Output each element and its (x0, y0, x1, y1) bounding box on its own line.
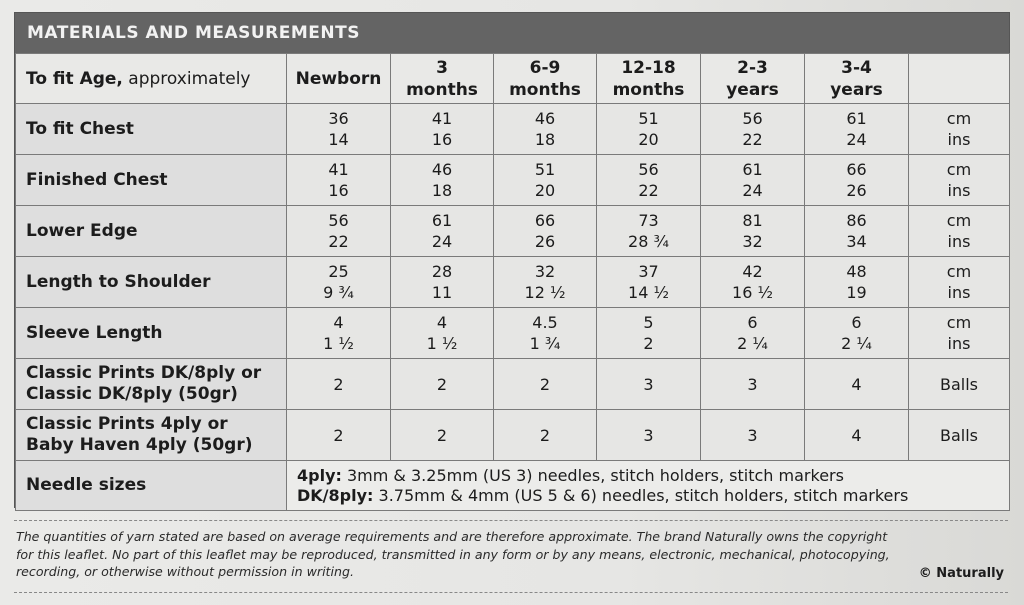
table-cell: 73 28 ¾ (596, 205, 701, 257)
table-cell: 46 18 (390, 154, 494, 206)
table-row: To fit Chest 36 14 41 16 46 18 51 20 56 22 61… (15, 103, 1010, 155)
table-cell: 56 22 (286, 205, 391, 257)
needle-sizes-row: Needle sizes 4ply: 3mm & 3.25mm (US 3) n… (15, 460, 1010, 511)
brand-copyright: © Naturally (918, 566, 1004, 581)
yarn-label: Classic Prints DK/8ply or Classic DK/8ply… (15, 358, 287, 410)
table-cell: 51 20 (596, 103, 701, 155)
unit-cell: Balls (908, 358, 1010, 410)
measurements-table: To fit Age, approximately Newborn 3 month… (15, 53, 1010, 511)
age-header-bold: To fit Age, (26, 68, 123, 89)
table-row: Lower Edge 56 22 61 24 66 26 73 28 ¾ 81 32 86… (15, 205, 1010, 257)
unit-cell: cm ins (908, 154, 1010, 206)
table-cell: 66 26 (804, 154, 909, 206)
table-cell: 28 11 (390, 256, 494, 308)
unit-cell: cm ins (908, 205, 1010, 257)
unit-cell: cm ins (908, 256, 1010, 308)
table-cell: 4 (804, 358, 909, 410)
divider-bottom (14, 592, 1008, 593)
table-cell: 61 24 (804, 103, 909, 155)
table-cell: 37 14 ½ (596, 256, 701, 308)
table-cell: 41 16 (390, 103, 494, 155)
table-cell: 66 26 (493, 205, 597, 257)
table-row: Finished Chest 41 16 46 18 51 20 56 22 61 24 … (15, 154, 1010, 206)
row-label: Finished Chest (15, 154, 287, 206)
table-cell: 3 (596, 409, 701, 461)
yarn-row: Classic Prints 4ply or Baby Haven 4ply (5… (15, 409, 1010, 461)
row-label: Length to Shoulder (15, 256, 287, 308)
size-header-6-9-months: 6-9 months (493, 53, 597, 104)
table-cell: 81 32 (700, 205, 805, 257)
unit-cell: cm ins (908, 307, 1010, 359)
table-cell: 2 (493, 358, 597, 410)
yarn-row: Classic Prints DK/8ply or Classic DK/8ply… (15, 358, 1010, 410)
table-cell: 2 (493, 409, 597, 461)
size-header-newborn: Newborn (286, 53, 391, 104)
notice-line-3: recording, or otherwise without permissi… (16, 564, 354, 579)
table-cell: 61 24 (700, 154, 805, 206)
row-label: Lower Edge (15, 205, 287, 257)
table-cell: 2 (286, 409, 391, 461)
table-cell: 41 16 (286, 154, 391, 206)
table-cell: 36 14 (286, 103, 391, 155)
notice-line-2: for this leaflet. No part of this leafle… (16, 546, 890, 562)
size-header-2-3-years: 2-3 years (700, 53, 805, 104)
section-title: MATERIALS AND MEASUREMENTS (15, 13, 1009, 53)
size-header-3-4-years: 3-4 years (804, 53, 909, 104)
notice-line-1: The quantities of yarn stated are based … (16, 529, 888, 544)
unit-header-empty (908, 53, 1010, 104)
table-row: Length to Shoulder 25 9 ¾ 28 11 32 12 ½ 37 1… (15, 256, 1010, 308)
age-header-label: To fit Age, approximately (15, 53, 287, 104)
table-cell: 2 (390, 409, 494, 461)
needle-sizes-label: Needle sizes (15, 460, 287, 511)
table-cell: 86 34 (804, 205, 909, 257)
table-cell: 46 18 (493, 103, 597, 155)
table-cell: 3 (700, 409, 805, 461)
table-cell: 51 20 (493, 154, 597, 206)
age-header-normal: approximately (122, 68, 251, 89)
yarn-label: Classic Prints 4ply or Baby Haven 4ply (5… (15, 409, 287, 461)
unit-cell: cm ins (908, 103, 1010, 155)
table-cell: 3 (596, 358, 701, 410)
materials-table-panel: MATERIALS AND MEASUREMENTS To fit Age, a… (14, 12, 1010, 511)
copyright-notice: The quantities of yarn stated are based … (16, 528, 1008, 581)
table-cell: 56 22 (596, 154, 701, 206)
table-cell: 4 (804, 409, 909, 461)
table-cell: 2 (390, 358, 494, 410)
table-cell: 25 9 ¾ (286, 256, 391, 308)
row-label: To fit Chest (15, 103, 287, 155)
size-header-12-18-months: 12-18 months (596, 53, 701, 104)
size-header-3-months: 3 months (390, 53, 494, 104)
table-cell: 32 12 ½ (493, 256, 597, 308)
needle-sizes-details: 4ply: 3mm & 3.25mm (US 3) needles, stitc… (286, 460, 1010, 511)
table-cell: 56 22 (700, 103, 805, 155)
table-cell: 61 24 (390, 205, 494, 257)
row-label: Sleeve Length (15, 307, 287, 359)
size-header-row: To fit Age, approximately Newborn 3 month… (15, 53, 1010, 104)
table-cell: 48 19 (804, 256, 909, 308)
unit-cell: Balls (908, 409, 1010, 461)
table-cell: 3 (700, 358, 805, 410)
table-cell: 4.5 1 ¾ (493, 307, 597, 359)
table-cell: 42 16 ½ (700, 256, 805, 308)
divider-top (14, 520, 1008, 521)
table-cell: 2 (286, 358, 391, 410)
